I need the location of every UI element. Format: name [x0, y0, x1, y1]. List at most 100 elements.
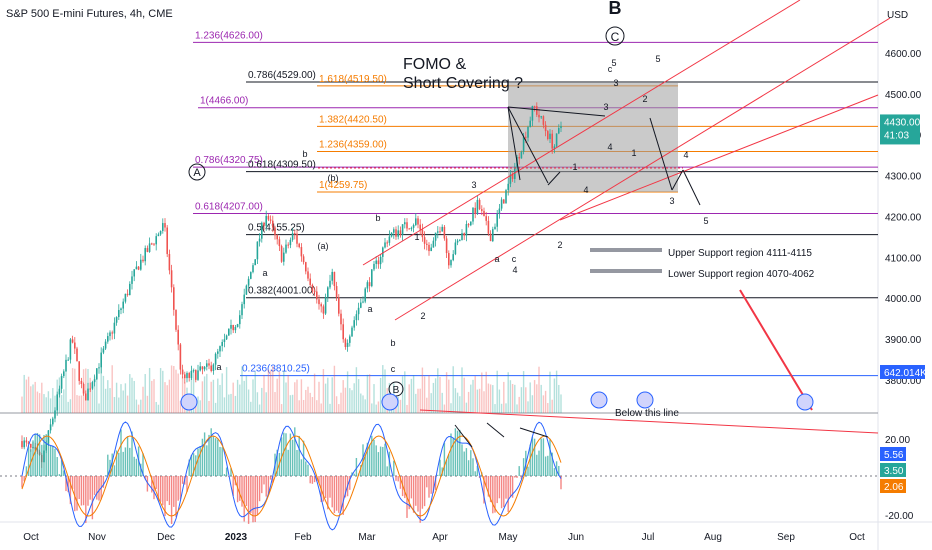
candle-body — [465, 224, 468, 236]
candle-body — [166, 227, 168, 255]
volume-bar — [371, 403, 373, 413]
candle-body — [148, 243, 151, 252]
osc-histogram-bar — [395, 476, 397, 481]
osc-histogram-bar — [186, 476, 188, 493]
osc-histogram-bar — [170, 476, 173, 524]
osc-arrow — [486, 422, 505, 438]
volume-bar — [228, 394, 230, 413]
volume-bar — [351, 390, 353, 413]
osc-histogram-bar — [164, 476, 166, 517]
countdown-text: 41:03 — [884, 130, 909, 141]
osc-histogram-bar — [410, 476, 413, 499]
volume-bar — [82, 369, 85, 413]
candle-body — [144, 248, 146, 262]
osc-histogram-bar — [362, 444, 364, 476]
osc-histogram-bar — [69, 476, 72, 505]
candle-body — [283, 252, 285, 262]
volume-bar — [459, 396, 461, 413]
candle-body — [327, 287, 329, 297]
osc-histogram-bar — [82, 476, 85, 506]
osc-histogram-bar — [203, 432, 206, 476]
osc-histogram-bar — [324, 476, 327, 498]
time-tick: Mar — [358, 532, 376, 543]
osc-histogram-bar — [305, 461, 307, 476]
volume-bar — [38, 393, 41, 413]
candle-body — [122, 301, 124, 309]
osc-histogram-bar — [276, 449, 278, 476]
projection-path — [547, 171, 561, 186]
volume-bar — [96, 368, 98, 413]
fomo-text-line1: FOMO & — [403, 56, 466, 73]
volume-bar — [142, 386, 144, 413]
candle-body — [87, 388, 89, 401]
volume-bar — [170, 365, 173, 413]
wave-label: 3 — [471, 180, 476, 190]
volume-bar — [463, 377, 465, 413]
price-tick: 3800.00 — [885, 376, 922, 387]
fib-level-label: 1.236(4626.00) — [195, 30, 263, 41]
candle-body — [329, 280, 331, 288]
osc-histogram-bar — [485, 476, 487, 488]
osc-histogram-bar — [428, 476, 430, 498]
osc-histogram-bar — [250, 476, 252, 514]
fib-level-label: 1.618(4519.50) — [319, 74, 387, 85]
osc-histogram-bar — [399, 476, 402, 489]
fib-level-label: 0.786(4529.00) — [248, 70, 316, 81]
osc-histogram-bar — [353, 473, 355, 476]
osc-histogram-bar — [340, 476, 342, 511]
time-tick: Feb — [294, 532, 312, 543]
wave-label: b — [375, 213, 380, 223]
volume-bar — [404, 371, 406, 413]
candle-body — [558, 128, 560, 134]
volume-bar — [230, 393, 232, 413]
volume-bar — [454, 388, 457, 413]
volume-badge-text: 642.014K — [884, 368, 927, 379]
candle-body — [236, 324, 239, 327]
wave-A-label: A — [193, 167, 201, 179]
candle-body — [520, 151, 523, 159]
below-line-text: Below this line — [615, 408, 679, 419]
candle-body — [437, 231, 439, 233]
osc-histogram-bar — [408, 476, 410, 510]
fib-level-label: 1.382(4420.50) — [319, 114, 387, 125]
candle-body — [410, 227, 413, 230]
wave-label: 4 — [607, 142, 612, 152]
candle-body — [232, 324, 234, 331]
volume-bar — [65, 372, 67, 413]
osc-histogram-bar — [302, 440, 305, 476]
volume-bar — [283, 370, 285, 413]
osc-histogram-bar — [267, 476, 270, 495]
osc-histogram-bar — [294, 427, 296, 476]
candle-body — [49, 424, 52, 431]
osc-histogram-bar — [423, 476, 426, 507]
osc-histogram-bar — [173, 476, 175, 507]
osc-histogram-bar — [472, 458, 474, 476]
volume-bar — [456, 392, 459, 413]
candle-body — [360, 302, 362, 308]
volume-bar — [168, 379, 171, 413]
osc-histogram-bar — [536, 454, 538, 476]
candle-body — [109, 332, 111, 337]
volume-bar — [206, 373, 208, 413]
volume-bar — [302, 399, 305, 413]
osc-histogram-bar — [89, 476, 91, 500]
volume-bar — [291, 394, 294, 413]
candle-body — [399, 230, 402, 235]
osc-histogram-bar — [533, 438, 536, 476]
candle-body — [364, 288, 366, 302]
osc-histogram-bar — [258, 476, 261, 502]
volume-bar — [311, 397, 314, 413]
candle-body — [371, 269, 373, 287]
candle-body — [346, 342, 349, 348]
candle-body — [228, 328, 230, 336]
volume-bar — [547, 403, 549, 413]
osc-histogram-bar — [162, 476, 164, 506]
candle-body — [470, 221, 472, 226]
candle-body — [153, 243, 155, 245]
osc-histogram-bar — [503, 476, 505, 507]
candle-body — [74, 342, 76, 349]
candle-body — [366, 282, 369, 289]
osc-histogram-bar — [412, 476, 415, 513]
candle-body — [254, 259, 256, 266]
